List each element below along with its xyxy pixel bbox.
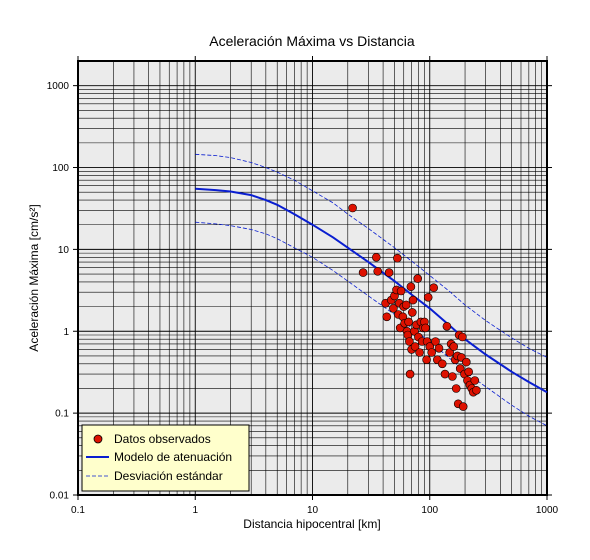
data-point — [410, 342, 420, 351]
y-tick-label: 1000 — [47, 81, 70, 92]
y-tick-label: 100 — [52, 163, 69, 174]
grid — [78, 61, 547, 495]
x-tick-label: 100 — [421, 505, 438, 516]
data-point — [371, 252, 381, 262]
data-point — [442, 321, 452, 331]
attenuation-model-line — [195, 187, 548, 394]
x-tick-label: 10 — [307, 505, 319, 516]
x-tick-label: 1 — [192, 505, 198, 516]
data-point — [348, 203, 357, 213]
data-point — [464, 367, 474, 377]
x-axis: 0.1 1 10 100 1000 — [71, 56, 559, 516]
data-point — [389, 304, 398, 313]
data-point — [434, 343, 444, 353]
x-tick-label: 0.1 — [71, 505, 85, 516]
stddev-line — [195, 221, 548, 427]
stddev-line — [195, 153, 548, 358]
data-point — [408, 295, 418, 305]
legend-label-observed: Datos observados — [114, 432, 211, 446]
data-point — [449, 342, 459, 351]
y-tick-label: 1 — [63, 327, 69, 338]
data-point — [421, 323, 430, 333]
data-point — [373, 266, 383, 276]
data-point — [422, 355, 431, 365]
data-point — [406, 282, 416, 292]
data-point — [431, 337, 440, 346]
data-point — [429, 283, 439, 293]
data-point — [413, 274, 423, 283]
series-layer — [195, 153, 548, 427]
data-point — [461, 357, 471, 367]
y-tick-label: 0.1 — [55, 409, 69, 420]
legend: Datos observados Modelo de atenuación De… — [81, 424, 250, 492]
x-axis-label: Distancia hipocentral [km] — [243, 517, 380, 531]
data-point — [440, 369, 450, 379]
data-point — [401, 300, 411, 310]
data-point — [415, 348, 424, 357]
data-point — [384, 268, 394, 277]
data-point — [451, 384, 461, 393]
data-point — [458, 332, 467, 342]
legend-box — [81, 424, 250, 492]
data-point — [358, 268, 368, 277]
data-point — [445, 348, 455, 357]
y-tick-label: 10 — [58, 245, 70, 256]
legend-marker-icon — [93, 434, 103, 444]
data-point — [472, 385, 481, 395]
y-axis-label: Aceleración Máxima [cm/s²] — [27, 204, 41, 351]
data-point — [396, 286, 406, 296]
y-tick-label: 0.01 — [50, 491, 70, 502]
data-point — [407, 308, 417, 317]
x-tick-label: 1000 — [536, 505, 559, 516]
legend-label-stddev: Desviación estándar — [114, 469, 223, 483]
data-point — [448, 372, 457, 381]
observed-points — [348, 203, 481, 411]
legend-label-model: Modelo de atenuación — [114, 450, 232, 464]
data-point — [427, 348, 437, 357]
data-point — [470, 376, 480, 385]
data-point — [382, 312, 392, 322]
data-point — [458, 402, 468, 411]
data-point — [437, 359, 447, 369]
y-axis: 0.01 0.1 1 10 100 1000 — [47, 81, 552, 502]
chart-title: Aceleración Máxima vs Distancia — [209, 33, 415, 49]
data-point — [405, 337, 414, 346]
data-point — [423, 292, 433, 302]
data-point — [393, 253, 402, 263]
data-point — [404, 317, 413, 327]
data-point — [405, 369, 415, 379]
